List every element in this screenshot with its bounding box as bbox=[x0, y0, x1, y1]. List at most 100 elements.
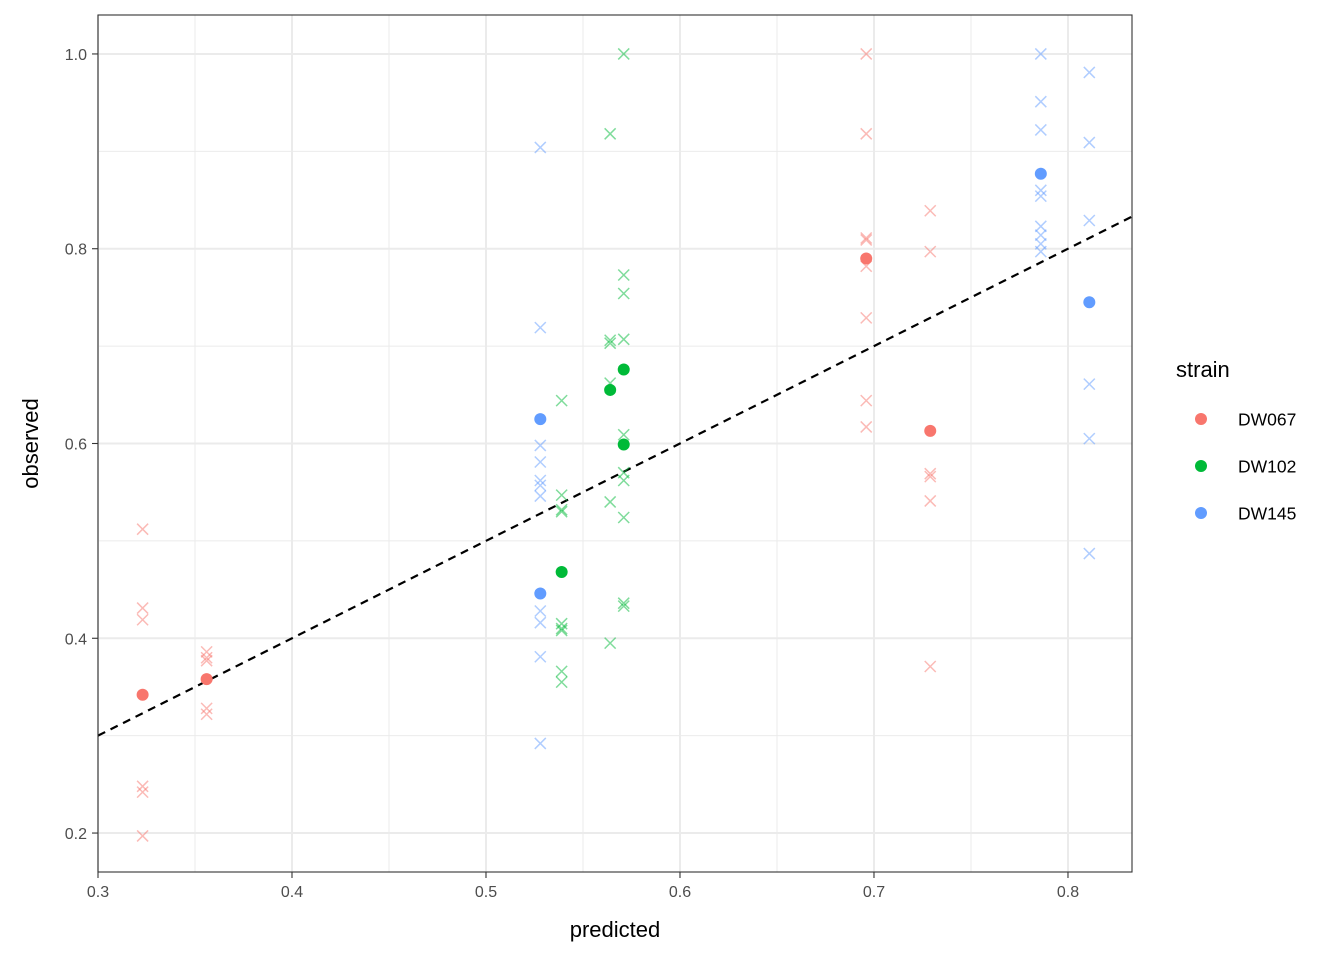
mean-point-dw067 bbox=[860, 252, 873, 265]
replicate-point-dw145 bbox=[1083, 214, 1096, 227]
replicate-point-dw102 bbox=[555, 665, 568, 678]
replicate-point-dw067 bbox=[860, 394, 873, 407]
legend-key-dw102 bbox=[1195, 460, 1207, 472]
mean-point-dw102 bbox=[555, 566, 568, 579]
x-tick-label: 0.8 bbox=[1057, 884, 1079, 901]
replicate-point-dw145 bbox=[534, 737, 547, 750]
replicate-point-dw145 bbox=[1034, 95, 1047, 108]
y-tick-label: 0.8 bbox=[65, 242, 87, 259]
mean-point-dw102 bbox=[617, 438, 630, 451]
legend-label-dw102: DW102 bbox=[1238, 457, 1296, 477]
replicate-point-dw145 bbox=[1083, 136, 1096, 149]
replicate-point-dw067 bbox=[136, 786, 149, 799]
replicate-point-dw102 bbox=[604, 637, 617, 650]
replicate-point-dw067 bbox=[860, 311, 873, 324]
replicate-point-dw102 bbox=[617, 268, 630, 282]
x-tick-label: 0.6 bbox=[669, 884, 691, 901]
y-tick-label: 1.0 bbox=[65, 47, 87, 64]
x-tick-label: 0.4 bbox=[281, 884, 303, 901]
mean-point-dw145 bbox=[534, 587, 547, 600]
x-tick-label: 0.3 bbox=[87, 884, 109, 901]
replicate-point-dw102 bbox=[604, 127, 617, 140]
legend-key-dw067 bbox=[1195, 413, 1207, 425]
replicate-point-dw102 bbox=[617, 597, 630, 610]
y-tick-label: 0.6 bbox=[65, 437, 87, 454]
replicate-point-dw145 bbox=[534, 479, 547, 492]
mean-point-dw102 bbox=[617, 363, 630, 376]
replicate-point-dw102 bbox=[555, 505, 568, 518]
y-tick-label: 0.4 bbox=[65, 631, 87, 648]
replicate-point-dw102 bbox=[617, 287, 630, 300]
replicate-point-dw145 bbox=[534, 321, 547, 334]
replicate-point-dw145 bbox=[1083, 547, 1096, 560]
replicate-point-dw145 bbox=[534, 455, 547, 469]
replicate-point-dw102 bbox=[604, 337, 617, 350]
replicate-point-dw067 bbox=[200, 651, 213, 664]
replicate-point-dw145 bbox=[1034, 220, 1047, 233]
replicate-point-dw067 bbox=[924, 494, 937, 507]
replicate-point-dw067 bbox=[136, 829, 149, 842]
replicate-point-dw145 bbox=[534, 141, 547, 154]
replicate-point-dw067 bbox=[860, 47, 873, 60]
replicate-point-dw067 bbox=[200, 702, 213, 715]
mean-point-dw067 bbox=[136, 688, 149, 701]
replicate-point-dw102 bbox=[617, 47, 630, 60]
x-axis-title: predicted bbox=[570, 917, 661, 942]
replicate-point-dw145 bbox=[534, 439, 547, 452]
y-axis: 0.2 0.4 0.6 0.8 1.0 bbox=[65, 47, 98, 843]
replicate-point-dw102 bbox=[604, 495, 617, 508]
replicate-point-dw067 bbox=[200, 645, 213, 658]
replicate-point-dw145 bbox=[534, 650, 547, 663]
replicate-point-dw102 bbox=[617, 511, 630, 524]
legend-key-dw145 bbox=[1195, 507, 1207, 519]
replicate-point-dw145 bbox=[1034, 190, 1047, 203]
replicate-point-dw067 bbox=[136, 523, 149, 536]
replicate-point-dw067 bbox=[924, 245, 937, 258]
replicate-point-dw145 bbox=[1083, 66, 1096, 79]
replicate-point-dw102 bbox=[555, 394, 568, 407]
replicate-point-dw102 bbox=[555, 624, 568, 637]
replicate-point-dw102 bbox=[617, 333, 630, 346]
replicate-point-dw145 bbox=[1034, 229, 1047, 242]
replicate-point-dw145 bbox=[1083, 432, 1096, 445]
replicate-point-dw145 bbox=[1083, 378, 1096, 391]
replicate-point-dw145 bbox=[534, 490, 547, 503]
replicate-point-dw067 bbox=[136, 602, 149, 615]
replicate-point-dw145 bbox=[534, 474, 547, 487]
replicate-point-dw102 bbox=[555, 503, 568, 516]
replicate-point-dw102 bbox=[617, 428, 630, 441]
replicate-point-dw145 bbox=[534, 604, 547, 618]
replicate-point-dw102 bbox=[617, 600, 630, 613]
replicate-point-dw145 bbox=[1034, 47, 1047, 60]
replicate-point-dw102 bbox=[555, 489, 568, 502]
y-axis-title: observed bbox=[18, 398, 43, 489]
replicate-point-dw067 bbox=[200, 708, 213, 721]
replicate-point-dw067 bbox=[860, 127, 873, 140]
replicate-point-dw145 bbox=[1034, 245, 1047, 258]
reference-line-layer bbox=[97, 215, 1133, 737]
mean-point-dw145 bbox=[1083, 296, 1096, 309]
mean-point-dw145 bbox=[534, 413, 547, 426]
replicate-point-dw145 bbox=[534, 616, 547, 629]
replicate-point-dw067 bbox=[924, 204, 937, 217]
mean-point-dw145 bbox=[1034, 167, 1047, 180]
legend: strain DW067 DW102 DW145 bbox=[1176, 357, 1296, 524]
replicate-point-dw067 bbox=[860, 231, 873, 245]
reference-line bbox=[97, 215, 1133, 737]
replicate-point-dw102 bbox=[617, 474, 630, 487]
replicate-point-dw067 bbox=[860, 233, 873, 246]
x-tick-label: 0.7 bbox=[863, 884, 885, 901]
replicate-point-dw102 bbox=[604, 334, 617, 347]
replicate-point-dw145 bbox=[1034, 184, 1047, 197]
replicate-point-dw067 bbox=[136, 780, 149, 793]
x-axis: 0.3 0.4 0.5 0.6 0.7 0.8 bbox=[87, 872, 1079, 901]
replicate-point-dw067 bbox=[200, 654, 213, 667]
mean-point-dw102 bbox=[604, 383, 617, 396]
replicate-point-dw102 bbox=[555, 622, 568, 635]
legend-title: strain bbox=[1176, 357, 1230, 382]
replicate-point-dw145 bbox=[1034, 123, 1047, 136]
replicate-point-dw067 bbox=[860, 420, 873, 433]
x-tick-label: 0.5 bbox=[475, 884, 497, 901]
